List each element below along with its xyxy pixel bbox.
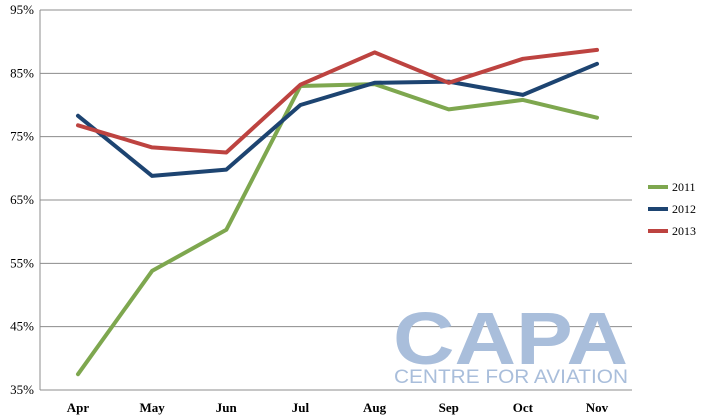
y-tick-label: 65% [10,192,34,207]
gridlines [40,9,632,391]
watermark-tagline: CENTRE FOR AVIATION [394,367,628,388]
axes [39,10,632,391]
x-tick-label: May [140,400,166,415]
series-line-2012 [76,61,599,178]
x-tick-label: Jun [216,400,238,415]
y-tick-label: 35% [10,382,34,397]
x-tick-label: Jul [292,400,310,415]
series-line-2013 [76,47,599,155]
y-tick-label: 75% [10,129,34,144]
x-tick-label: Oct [513,400,534,415]
legend-label-2011: 2011 [672,180,696,194]
y-tick-label: 55% [10,255,34,270]
x-tick-label: Sep [439,400,459,415]
legend-label-2012: 2012 [672,202,696,216]
y-axis-tick-labels: 35% 45% 55% 65% 75% 85% 95% [10,2,34,397]
legend: 2011 2012 2013 [648,180,696,238]
x-tick-label: Aug [363,400,387,415]
legend-label-2013: 2013 [672,224,696,238]
series-line-2011 [76,82,599,377]
y-tick-label: 95% [10,2,34,17]
x-tick-label: Nov [586,400,609,415]
x-tick-label: Apr [67,400,90,415]
x-axis-tick-labels: Apr May Jun Jul Aug Sep Oct Nov [67,400,609,415]
capa-watermark: CAPA CENTRE FOR AVIATION [393,297,628,388]
watermark-brand: CAPA [393,297,628,380]
series-lines [76,47,599,377]
y-tick-label: 45% [10,319,34,334]
y-tick-label: 85% [10,65,34,80]
